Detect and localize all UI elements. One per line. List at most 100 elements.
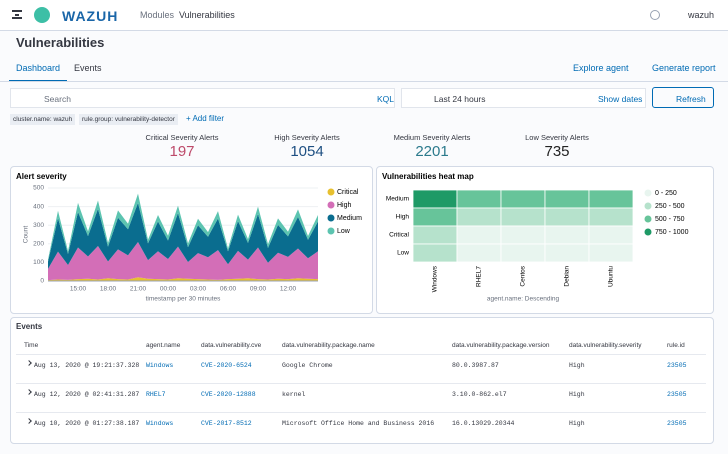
table-cell: Google Chrome (282, 362, 333, 369)
metric-label: Critical Severity Alerts (122, 133, 242, 142)
table-cell: High (569, 420, 585, 427)
legend-dot (645, 203, 652, 210)
heat-cell (457, 244, 501, 262)
heat-cell (545, 208, 589, 226)
metric-label: Medium Severity Alerts (372, 133, 492, 142)
heat-cell (457, 226, 501, 244)
column-label: Ubuntu (608, 266, 615, 287)
column-header: data.vulnerability.severity (569, 342, 642, 349)
y-tick-label: 400 (33, 203, 44, 210)
table-cell: High (569, 362, 585, 369)
column-label: Windows (432, 265, 439, 292)
row-divider (16, 383, 706, 384)
table-cell: Aug 13, 2020 @ 19:21:37.328 (34, 362, 139, 369)
legend-label: 250 - 500 (655, 203, 685, 210)
table-cell: 16.0.13029.20344 (452, 420, 514, 427)
y-tick-label: 0 (40, 278, 44, 285)
heat-cell (413, 190, 457, 208)
heat-cell (501, 208, 545, 226)
heat-cell (413, 244, 457, 262)
table-cell: 3.10.0-862.el7 (452, 391, 507, 398)
y-tick-label: 200 (33, 241, 44, 248)
heat-cell (457, 208, 501, 226)
heat-cell (501, 226, 545, 244)
cell-link[interactable]: Windows (146, 362, 173, 369)
row-label: Low (397, 250, 409, 257)
heat-cell (545, 226, 589, 244)
heat-cell (413, 208, 457, 226)
y-tick-label: 300 (33, 222, 44, 229)
heat-cell (413, 226, 457, 244)
table-cell: 80.0.3987.87 (452, 362, 499, 369)
x-tick-label: 09:00 (250, 286, 267, 293)
legend-dot (645, 229, 652, 236)
column-header: rule.id (667, 342, 685, 349)
heat-cell (589, 208, 633, 226)
x-tick-label: 18:00 (100, 286, 117, 293)
heat-cell (545, 244, 589, 262)
x-axis-title: timestamp per 30 minutes (146, 296, 222, 303)
y-tick-label: 500 (33, 185, 44, 192)
legend-dot (328, 189, 335, 196)
heat-cell (501, 244, 545, 262)
metric-label: Low Severity Alerts (497, 133, 617, 142)
column-label: RHEL7 (476, 266, 483, 287)
legend-dot (328, 215, 335, 222)
legend-label: 0 - 250 (655, 190, 677, 197)
row-label: Medium (386, 196, 409, 203)
legend-label: Medium (337, 215, 362, 222)
heat-cell (589, 226, 633, 244)
legend-dot (328, 228, 335, 235)
metric-value: 735 (497, 143, 617, 160)
legend-dot (645, 216, 652, 223)
panel-title: Events (16, 322, 42, 331)
column-header: data.vulnerability.cve (201, 342, 261, 349)
panel-title: Vulnerabilities heat map (382, 172, 474, 181)
table-cell: High (569, 391, 585, 398)
x-tick-label: 03:00 (190, 286, 207, 293)
legend-label: High (337, 202, 352, 209)
table-cell: Aug 12, 2020 @ 02:41:31.287 (34, 391, 139, 398)
row-label: Critical (389, 232, 409, 239)
metric-value: 197 (122, 143, 242, 160)
heat-cell (457, 190, 501, 208)
panel-title: Alert severity (16, 172, 67, 181)
cell-link[interactable]: 23505 (667, 420, 687, 427)
cell-link[interactable]: 23505 (667, 391, 687, 398)
y-axis-title: Count (23, 226, 30, 244)
heat-cell (545, 190, 589, 208)
cell-link[interactable]: CVE-2017-8512 (201, 420, 252, 427)
column-header: agent.name (146, 342, 180, 349)
legend-dot (328, 202, 335, 209)
legend-label: 500 - 750 (655, 216, 685, 223)
table-cell: Microsoft Office Home and Business 2016 (282, 420, 434, 427)
legend-label: 750 - 1000 (655, 229, 689, 236)
column-header[interactable]: Time (24, 342, 38, 349)
legend-label: Critical (337, 189, 359, 196)
legend-dot (645, 190, 652, 197)
column-header: data.vulnerability.package.version (452, 342, 549, 349)
column-label: Centos (520, 265, 527, 286)
cell-link[interactable]: CVE-2020-12888 (201, 391, 256, 398)
heat-cell (589, 244, 633, 262)
x-axis-title: agent.name: Descending (487, 296, 560, 303)
x-tick-label: 12:00 (280, 286, 297, 293)
heat-cell (589, 190, 633, 208)
cell-link[interactable]: CVE-2020-6524 (201, 362, 252, 369)
legend-label: Low (337, 228, 351, 235)
x-tick-label: 00:00 (160, 286, 177, 293)
metric-value: 1054 (247, 143, 367, 160)
x-tick-label: 15:00 (70, 286, 87, 293)
row-divider (16, 412, 706, 413)
cell-link[interactable]: Windows (146, 420, 173, 427)
table-cell: kernel (282, 391, 305, 398)
table-cell: Aug 10, 2020 @ 01:27:38.187 (34, 420, 139, 427)
cell-link[interactable]: 23505 (667, 362, 687, 369)
metric-value: 2201 (372, 143, 492, 160)
y-tick-label: 100 (33, 259, 44, 266)
metric-label: High Severity Alerts (247, 133, 367, 142)
x-tick-label: 06:00 (220, 286, 237, 293)
cell-link[interactable]: RHEL7 (146, 391, 166, 398)
